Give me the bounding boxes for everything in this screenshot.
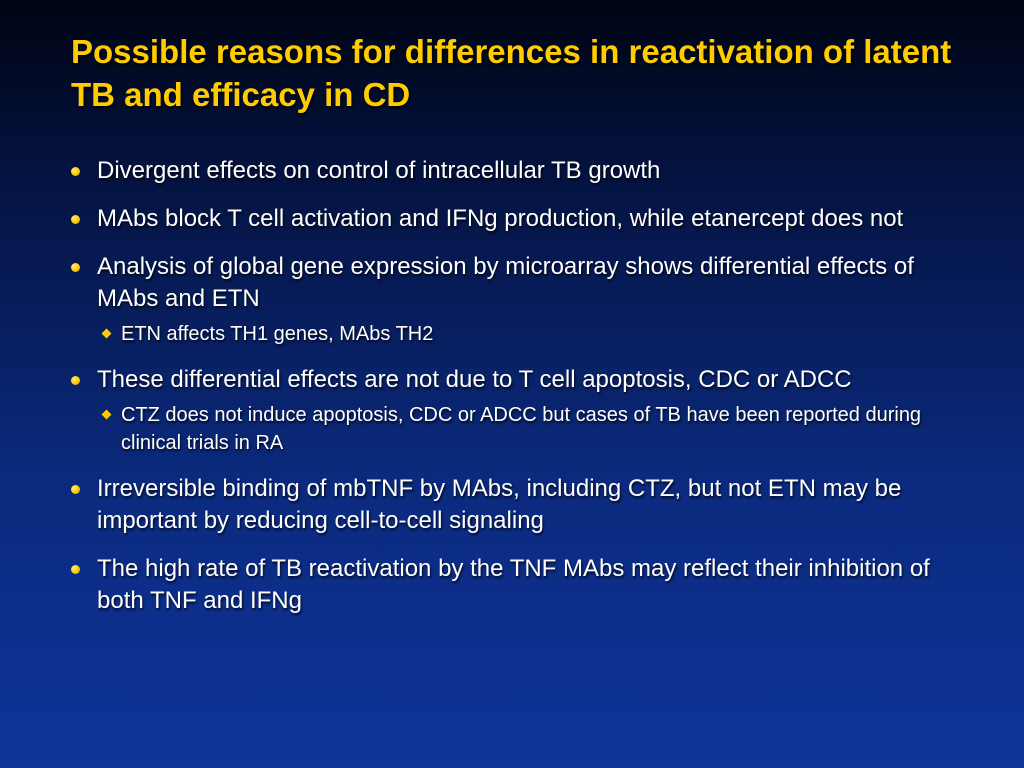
bullet-text: Divergent effects on control of intracel…	[97, 157, 661, 184]
bullet-item: Irreversible binding of mbTNF by MAbs, i…	[70, 473, 970, 537]
bullet-item: Analysis of global gene expression by mi…	[70, 251, 970, 348]
bullet-item: The high rate of TB reactivation by the …	[70, 553, 970, 617]
diamond-bullet-icon	[101, 409, 112, 420]
bullet-text: MAbs block T cell activation and IFNg pr…	[97, 205, 904, 232]
sub-bullet-text: ETN affects TH1 genes, MAbs TH2	[121, 323, 434, 345]
bullet-text: Irreversible binding of mbTNF by MAbs, i…	[97, 475, 902, 534]
bullet-text: Analysis of global gene expression by mi…	[97, 253, 914, 312]
diamond-bullet-icon	[101, 328, 112, 339]
bullet-item: Divergent effects on control of intracel…	[70, 155, 970, 187]
bullet-text: These differential effects are not due t…	[97, 366, 852, 393]
sub-bullet-list: CTZ does not induce apoptosis, CDC or AD…	[97, 401, 970, 457]
sub-bullet-text: CTZ does not induce apoptosis, CDC or AD…	[121, 404, 922, 454]
bullet-dot-icon	[71, 167, 80, 176]
bullet-dot-icon	[71, 376, 80, 385]
bullet-dot-icon	[71, 565, 80, 574]
sub-bullet-item: CTZ does not induce apoptosis, CDC or AD…	[97, 401, 970, 457]
bullet-list: Divergent effects on control of intracel…	[70, 155, 970, 633]
bullet-item: MAbs block T cell activation and IFNg pr…	[70, 203, 970, 235]
bullet-dot-icon	[71, 215, 80, 224]
bullet-dot-icon	[71, 263, 80, 272]
slide-title: Possible reasons for differences in reac…	[71, 33, 952, 113]
bullet-item: These differential effects are not due t…	[70, 364, 970, 457]
sub-bullet-list: ETN affects TH1 genes, MAbs TH2	[97, 320, 970, 348]
bullet-text: The high rate of TB reactivation by the …	[97, 555, 930, 614]
sub-bullet-item: ETN affects TH1 genes, MAbs TH2	[97, 320, 970, 348]
bullet-dot-icon	[71, 485, 80, 494]
